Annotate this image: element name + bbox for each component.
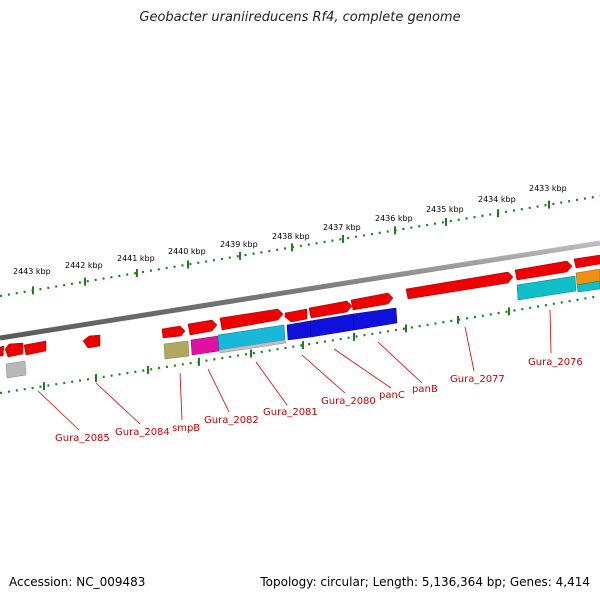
connector-line [37, 390, 80, 431]
gene-block[interactable] [576, 280, 600, 293]
gene-block[interactable] [163, 340, 190, 360]
genome-backbone [0, 240, 600, 341]
gene-arrow[interactable] [405, 271, 514, 300]
gene-arrow[interactable] [308, 300, 353, 319]
outer-major-ticks [32, 200, 550, 295]
connector-line [95, 382, 141, 425]
kbp-label: 2433 kbp [529, 184, 567, 193]
connector-line [333, 348, 392, 389]
gene-arrow[interactable] [82, 334, 101, 349]
gene-arrow[interactable] [219, 308, 284, 331]
kbp-label: 2437 kbp [323, 223, 361, 232]
kbp-label: 2436 kbp [375, 214, 413, 223]
kbp-label: 2440 kbp [168, 247, 206, 256]
map-title: Geobacter uraniireducens Rf4, complete g… [139, 10, 461, 25]
connector-line [179, 372, 183, 421]
gene-arrow[interactable] [573, 254, 600, 269]
gene-arrow[interactable] [0, 345, 5, 357]
label-connectors [37, 309, 552, 431]
connector-line [301, 354, 346, 394]
gene-block[interactable] [286, 320, 312, 341]
second-track-genes [5, 268, 600, 379]
gene-arrow[interactable] [161, 325, 186, 339]
kbp-labels: 2443 kbp 2442 kbp 2441 kbp 2440 kbp 2439… [13, 184, 567, 276]
gene-label-gura-2082[interactable]: Gura_2082 [204, 415, 259, 426]
gene-label-panb[interactable]: panB [412, 384, 438, 395]
outer-scale-ring [0, 194, 600, 298]
genome-summary-text: Topology: circular; Length: 5,136,364 bp… [260, 575, 590, 589]
kbp-label: 2439 kbp [220, 240, 258, 249]
kbp-label: 2435 kbp [426, 205, 464, 214]
kbp-label: 2438 kbp [272, 232, 310, 241]
kbp-label: 2443 kbp [13, 267, 51, 276]
forward-strand-genes [0, 254, 600, 358]
gene-label-panc[interactable]: panC [379, 390, 405, 401]
gene-label-gura-2081[interactable]: Gura_2081 [263, 407, 318, 418]
kbp-label: 2434 kbp [478, 195, 516, 204]
connector-line [255, 361, 288, 406]
kbp-label: 2442 kbp [65, 261, 103, 270]
gene-labels: Gura_2085 Gura_2084 smpB Gura_2082 Gura_… [55, 357, 583, 444]
gene-block[interactable] [190, 335, 220, 356]
gene-label-gura-2085[interactable]: Gura_2085 [55, 433, 110, 444]
gene-label-gura-2076[interactable]: Gura_2076 [528, 357, 583, 368]
gene-arrow[interactable] [350, 292, 394, 311]
gene-arrow[interactable] [23, 340, 47, 356]
connector-line [207, 368, 230, 413]
gene-arrow[interactable] [284, 308, 308, 323]
gene-label-smpb[interactable]: smpB [172, 423, 200, 434]
gene-block[interactable] [575, 268, 600, 286]
gene-block[interactable] [218, 339, 287, 354]
gene-block[interactable] [5, 360, 27, 379]
accession-text: Accession: NC_009483 [9, 575, 146, 589]
gene-label-gura-2084[interactable]: Gura_2084 [115, 427, 170, 438]
gene-block[interactable] [516, 275, 577, 301]
connector-line [464, 326, 475, 372]
gene-arrow[interactable] [4, 342, 24, 358]
gene-arrow[interactable] [514, 260, 573, 281]
gene-label-gura-2077[interactable]: Gura_2077 [450, 374, 505, 385]
gene-label-gura-2080[interactable]: Gura_2080 [321, 396, 376, 407]
gene-block[interactable] [352, 307, 398, 331]
gene-block[interactable] [309, 313, 355, 338]
kbp-label: 2441 kbp [117, 254, 155, 263]
gene-arrow[interactable] [187, 319, 218, 336]
connector-line [549, 309, 552, 354]
inner-major-ticks [43, 307, 510, 391]
connector-line [377, 341, 423, 384]
